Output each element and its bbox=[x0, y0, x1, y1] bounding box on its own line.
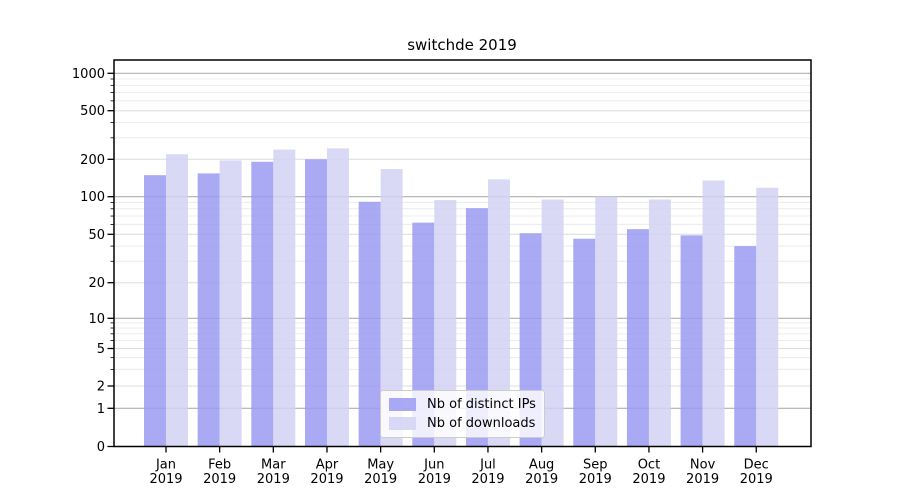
legend: Nb of distinct IPs Nb of downloads bbox=[380, 390, 545, 438]
legend-item-distinct-ips: Nb of distinct IPs bbox=[389, 397, 544, 412]
legend-item-downloads: Nb of downloads bbox=[389, 416, 544, 431]
bar-downloads bbox=[273, 149, 296, 447]
x-tick-year-label: 2019 bbox=[740, 472, 773, 487]
x-tick-year-label: 2019 bbox=[579, 472, 612, 487]
x-tick-label: Sep bbox=[583, 458, 608, 473]
bar-downloads bbox=[541, 199, 564, 447]
bar-downloads bbox=[702, 180, 725, 447]
bar-distinct-ips bbox=[197, 173, 220, 447]
y-tick-label: 20 bbox=[88, 276, 105, 291]
plot-border bbox=[113, 59, 812, 448]
x-tick-label: Mar bbox=[261, 458, 286, 473]
bar-downloads bbox=[326, 148, 349, 447]
x-tick-label: Oct bbox=[638, 458, 660, 473]
x-tick-year-label: 2019 bbox=[686, 472, 719, 487]
bar-downloads bbox=[487, 179, 510, 447]
y-tick-label: 1000 bbox=[72, 67, 105, 82]
x-tick-year-label: 2019 bbox=[364, 472, 397, 487]
chart-title: switchde 2019 bbox=[407, 36, 517, 54]
axis-layer: 01251020501002005001000Jan2019Feb2019Mar… bbox=[72, 59, 812, 487]
y-tick-label: 0 bbox=[97, 440, 105, 455]
x-tick-label: Feb bbox=[208, 458, 231, 473]
x-tick-year-label: 2019 bbox=[203, 472, 236, 487]
x-tick-year-label: 2019 bbox=[632, 472, 665, 487]
y-tick-label: 50 bbox=[88, 228, 105, 243]
x-tick-year-label: 2019 bbox=[149, 472, 182, 487]
x-tick-label: May bbox=[367, 458, 394, 473]
legend-label-distinct-ips: Nb of distinct IPs bbox=[427, 397, 536, 412]
legend-swatch-distinct-ips bbox=[389, 398, 416, 411]
bar-distinct-ips bbox=[304, 159, 327, 447]
x-tick-year-label: 2019 bbox=[257, 472, 290, 487]
bar-downloads bbox=[648, 199, 671, 447]
x-tick-year-label: 2019 bbox=[525, 472, 558, 487]
x-tick-year-label: 2019 bbox=[418, 472, 451, 487]
y-tick-label: 2 bbox=[97, 380, 105, 395]
bar-distinct-ips bbox=[144, 175, 166, 447]
bar-distinct-ips bbox=[358, 201, 381, 447]
bar-distinct-ips bbox=[626, 229, 649, 447]
x-tick-label: Aug bbox=[529, 458, 554, 473]
bar-distinct-ips bbox=[573, 238, 596, 447]
bar-distinct-ips bbox=[734, 246, 757, 447]
y-tick-label: 200 bbox=[80, 153, 105, 168]
x-tick-year-label: 2019 bbox=[471, 472, 504, 487]
x-tick-year-label: 2019 bbox=[310, 472, 343, 487]
x-tick-label: Jan bbox=[155, 458, 176, 473]
bar-downloads bbox=[380, 169, 403, 447]
y-tick-label: 5 bbox=[97, 342, 105, 357]
x-tick-label: Dec bbox=[744, 458, 769, 473]
bar-downloads bbox=[219, 160, 242, 447]
bar-downloads bbox=[756, 187, 779, 447]
legend-label-downloads: Nb of downloads bbox=[427, 416, 536, 431]
x-tick-label: Jun bbox=[423, 458, 444, 473]
y-tick-label: 100 bbox=[80, 190, 105, 205]
bar-distinct-ips bbox=[465, 208, 488, 447]
bar-distinct-ips bbox=[251, 161, 274, 447]
x-tick-label: Nov bbox=[690, 458, 716, 473]
bar-downloads bbox=[595, 196, 618, 447]
y-tick-label: 1 bbox=[97, 402, 105, 417]
y-tick-label: 500 bbox=[80, 104, 105, 119]
bar-downloads bbox=[434, 200, 457, 447]
bar-layer bbox=[144, 148, 779, 447]
legend-swatch-downloads bbox=[389, 417, 416, 430]
x-tick-label: Jul bbox=[479, 458, 496, 473]
y-tick-label: 10 bbox=[88, 312, 105, 327]
x-tick-label: Apr bbox=[316, 458, 339, 473]
bar-distinct-ips bbox=[680, 235, 703, 447]
bar-downloads bbox=[166, 154, 188, 447]
